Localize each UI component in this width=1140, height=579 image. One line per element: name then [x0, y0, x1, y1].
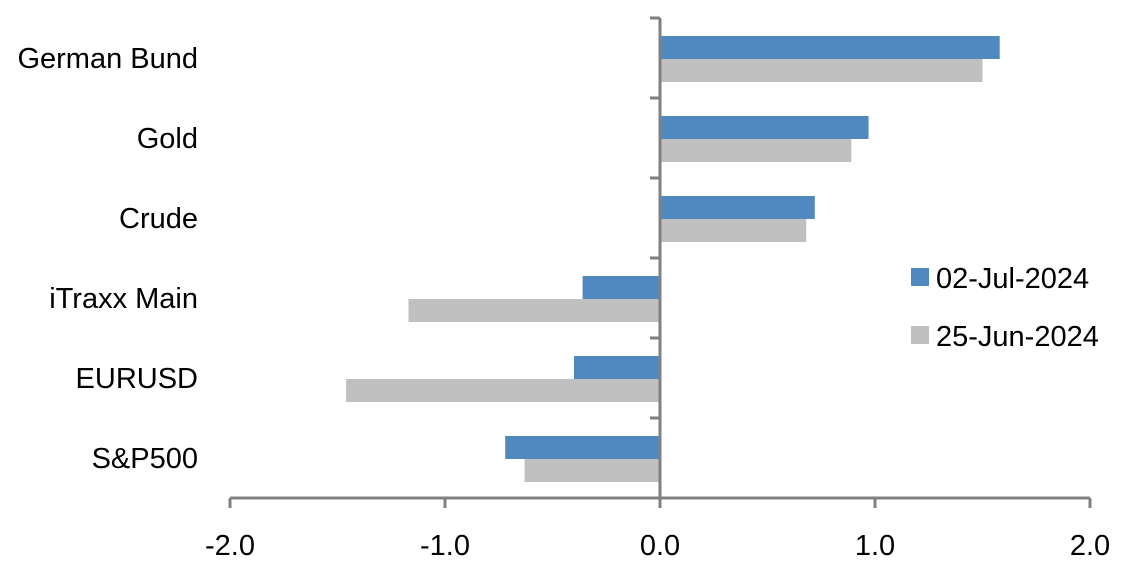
legend-swatch: [911, 326, 929, 344]
category-label: S&P500: [92, 443, 198, 475]
legend-label: 25-Jun-2024: [936, 321, 1099, 353]
bar-eurusd-series-2: [346, 379, 660, 402]
category-label: German Bund: [17, 43, 198, 75]
bar-german-bund-series-2: [660, 59, 983, 82]
bar-itraxx-main-series-2: [408, 299, 660, 322]
bar-crude-series-1: [660, 196, 815, 219]
bar-s-p500-series-2: [524, 459, 660, 482]
legend-swatch: [911, 268, 929, 286]
x-tick-label: -2.0: [205, 530, 255, 562]
x-tick-label: 1.0: [855, 530, 895, 562]
x-tick-label: -1.0: [420, 530, 470, 562]
bar-s-p500-series-1: [505, 436, 660, 459]
bar-gold-series-1: [660, 116, 869, 139]
x-tick-label: 0.0: [640, 530, 680, 562]
x-tick-label: 2.0: [1070, 530, 1110, 562]
category-label: Gold: [137, 123, 198, 155]
legend-label: 02-Jul-2024: [936, 263, 1089, 295]
category-label: EURUSD: [76, 363, 198, 395]
bar-eurusd-series-1: [574, 356, 660, 379]
bar-itraxx-main-series-1: [582, 276, 660, 299]
category-label: iTraxx Main: [49, 283, 198, 315]
category-label: Crude: [119, 203, 198, 235]
bar-german-bund-series-1: [660, 36, 1000, 59]
bar-crude-series-2: [660, 219, 807, 242]
bar-gold-series-2: [660, 139, 852, 162]
